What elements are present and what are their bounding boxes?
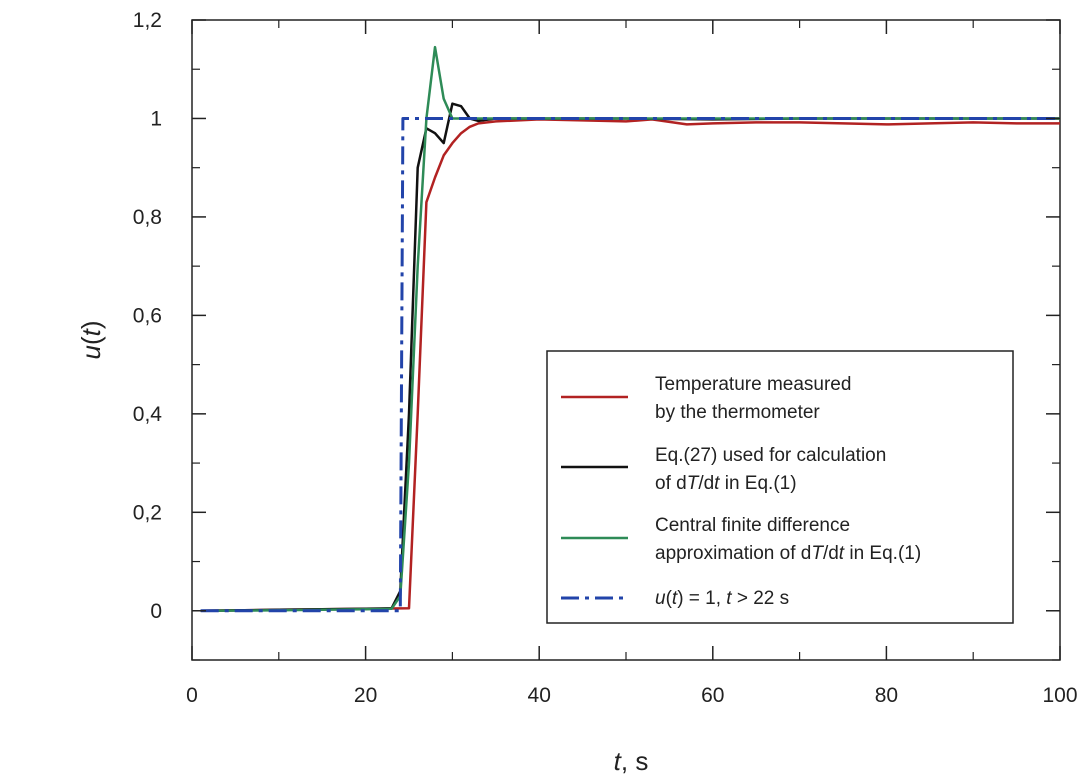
legend-label-3: Central finite difference xyxy=(655,515,850,536)
legend-label-part: of d xyxy=(655,473,687,494)
y-axis-paren-open: ( xyxy=(76,336,106,345)
legend-label-part: ) = 1, xyxy=(677,588,726,609)
y-tick-label: 0,6 xyxy=(133,304,162,327)
x-axis-var: t xyxy=(614,746,623,776)
legend-label-part: t xyxy=(726,588,732,609)
legend-label-part: t xyxy=(672,588,678,609)
series-layer xyxy=(200,45,1060,613)
legend-label-part: t xyxy=(839,543,845,564)
legend-label-part: T xyxy=(687,473,700,494)
legend-label-2: Eq.(27) used for calculation xyxy=(655,445,886,466)
legend-label-1: Temperature measured xyxy=(655,374,851,395)
x-tick-label: 40 xyxy=(528,684,551,707)
legend-label-part: Eq.(27) used for calculation xyxy=(655,445,886,466)
legend-label-part: Central finite difference xyxy=(655,515,850,536)
x-tick-label: 60 xyxy=(701,684,724,707)
x-axis-unit: , s xyxy=(621,746,648,776)
x-tick-label: 100 xyxy=(1042,684,1077,707)
legend-label-part: u xyxy=(655,588,666,609)
y-axis-var: t xyxy=(76,327,106,336)
y-tick-label: 0 xyxy=(150,600,162,623)
legend-label-part: approximation of d xyxy=(655,543,811,564)
x-tick-label: 20 xyxy=(354,684,377,707)
y-tick-label: 1 xyxy=(150,107,162,130)
legend-label-part: T xyxy=(811,543,824,564)
axis-titles: t, s u(t) xyxy=(76,320,648,776)
y-axis-prefix: u xyxy=(76,345,106,359)
x-axis-title: t, s xyxy=(614,746,649,776)
legend-label-part: t xyxy=(714,473,720,494)
y-tick-label: 1,2 xyxy=(133,9,162,32)
y-axis-title: u(t) xyxy=(76,320,106,359)
legend-label-part: ( xyxy=(666,588,673,609)
legend: Temperature measured by the thermometer Eq… xyxy=(546,350,1014,624)
ticks: 0 0,2 0,4 0,6 0,8 1 1,2 0 20 40 60 80 100 xyxy=(133,9,1078,707)
y-tick-label: 0,8 xyxy=(133,206,162,229)
legend-label-part: > 22 s xyxy=(732,588,790,609)
legend-label-part: in Eq.(1) xyxy=(844,543,921,564)
legend-label-part: /d xyxy=(698,473,714,494)
legend-label-part: Temperature measured xyxy=(655,374,851,395)
y-tick-label: 0,2 xyxy=(133,501,162,524)
x-tick-label: 80 xyxy=(875,684,898,707)
y-tick-label: 0,4 xyxy=(133,403,163,426)
legend-label-3: approximation of dT/dt in Eq.(1) xyxy=(655,543,921,564)
legend-label-part: by the thermometer xyxy=(655,402,820,423)
x-tick-label: 0 xyxy=(186,684,198,707)
legend-label-part: in Eq.(1) xyxy=(719,473,796,494)
legend-label-2: of dT/dt in Eq.(1) xyxy=(655,473,797,494)
legend-label-4: u(t) = 1, t > 22 s xyxy=(655,588,789,609)
y-axis-paren-close: ) xyxy=(76,320,106,329)
legend-label-part: /d xyxy=(823,543,839,564)
series-line-4 xyxy=(200,117,1060,613)
legend-label-1: by the thermometer xyxy=(655,402,820,423)
